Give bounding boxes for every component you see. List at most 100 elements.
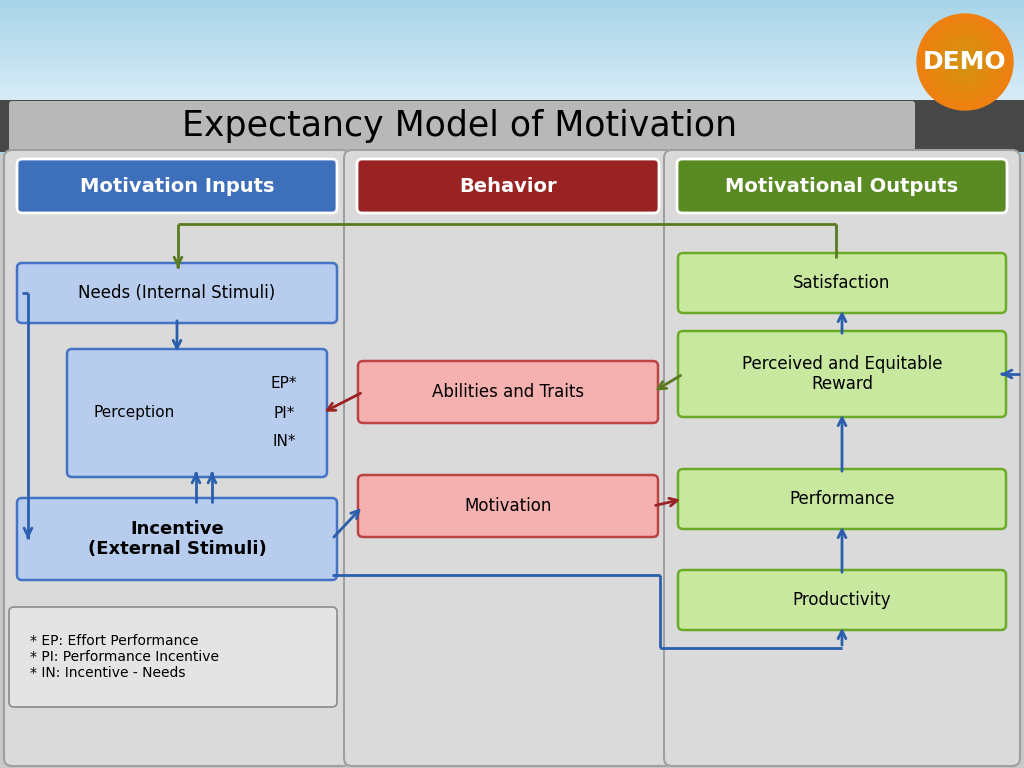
Bar — [0, 48, 1024, 50]
FancyBboxPatch shape — [17, 159, 337, 213]
Circle shape — [944, 41, 986, 83]
Text: Motivation Inputs: Motivation Inputs — [80, 177, 274, 196]
Circle shape — [958, 55, 972, 69]
Circle shape — [919, 16, 1011, 108]
Circle shape — [926, 23, 1004, 101]
Circle shape — [959, 56, 971, 68]
Circle shape — [927, 24, 1002, 100]
Circle shape — [961, 57, 970, 67]
Bar — [0, 58, 1024, 60]
Bar — [0, 76, 1024, 78]
FancyBboxPatch shape — [358, 361, 658, 423]
Bar — [0, 30, 1024, 32]
FancyBboxPatch shape — [678, 253, 1006, 313]
Text: Perceived and Equitable
Reward: Perceived and Equitable Reward — [741, 355, 942, 393]
Circle shape — [961, 58, 969, 66]
Circle shape — [942, 39, 988, 85]
Bar — [0, 154, 1024, 768]
FancyBboxPatch shape — [4, 150, 350, 766]
Bar — [0, 74, 1024, 76]
Circle shape — [964, 61, 966, 63]
Text: Expectancy Model of Motivation: Expectancy Model of Motivation — [182, 109, 737, 143]
Circle shape — [925, 22, 1005, 102]
Circle shape — [963, 60, 967, 64]
FancyBboxPatch shape — [358, 475, 658, 537]
Circle shape — [950, 47, 980, 77]
Circle shape — [922, 19, 1008, 105]
Bar — [0, 60, 1024, 62]
Circle shape — [948, 45, 982, 79]
Circle shape — [951, 48, 979, 76]
Bar — [0, 80, 1024, 82]
Bar — [0, 38, 1024, 40]
Circle shape — [941, 38, 989, 86]
Bar — [0, 14, 1024, 16]
Circle shape — [933, 30, 997, 94]
Bar — [0, 22, 1024, 24]
Circle shape — [955, 52, 975, 72]
Bar — [0, 86, 1024, 88]
Bar — [0, 98, 1024, 100]
Text: Incentive
(External Stimuli): Incentive (External Stimuli) — [88, 520, 266, 558]
Text: Satisfaction: Satisfaction — [794, 274, 891, 292]
Bar — [0, 82, 1024, 84]
Bar — [0, 88, 1024, 90]
Bar — [0, 54, 1024, 56]
Bar — [0, 28, 1024, 30]
Text: Performance: Performance — [790, 490, 895, 508]
Circle shape — [938, 35, 992, 89]
Bar — [0, 12, 1024, 14]
Circle shape — [936, 33, 994, 91]
Bar — [0, 94, 1024, 96]
Text: Perception: Perception — [93, 406, 175, 421]
Circle shape — [931, 28, 999, 96]
Bar — [0, 92, 1024, 94]
Bar — [0, 100, 1024, 152]
Circle shape — [949, 46, 981, 78]
Bar — [0, 10, 1024, 12]
Bar — [0, 26, 1024, 28]
Bar — [0, 72, 1024, 74]
Circle shape — [945, 42, 985, 82]
Circle shape — [932, 29, 998, 95]
FancyBboxPatch shape — [17, 498, 337, 580]
Text: Motivational Outputs: Motivational Outputs — [725, 177, 958, 196]
Bar — [0, 6, 1024, 8]
Bar — [0, 46, 1024, 48]
Circle shape — [930, 27, 1000, 97]
Text: Behavior: Behavior — [459, 177, 557, 196]
Text: PI*: PI* — [273, 406, 295, 421]
Bar — [0, 24, 1024, 26]
Bar — [0, 8, 1024, 10]
Bar — [0, 44, 1024, 46]
Bar — [0, 16, 1024, 18]
Text: IN*: IN* — [272, 435, 296, 449]
Circle shape — [957, 54, 973, 70]
Circle shape — [956, 53, 974, 71]
FancyBboxPatch shape — [678, 469, 1006, 529]
Circle shape — [924, 21, 1006, 103]
FancyBboxPatch shape — [9, 607, 337, 707]
Circle shape — [953, 50, 977, 74]
Text: * EP: Effort Performance
* PI: Performance Incentive
* IN: Incentive - Needs: * EP: Effort Performance * PI: Performan… — [30, 634, 219, 680]
Bar — [0, 36, 1024, 38]
Bar — [0, 84, 1024, 86]
Text: DEMO: DEMO — [924, 50, 1007, 74]
Bar — [0, 4, 1024, 6]
Circle shape — [937, 34, 993, 90]
FancyBboxPatch shape — [678, 331, 1006, 417]
FancyBboxPatch shape — [357, 159, 659, 213]
Circle shape — [929, 26, 1001, 98]
Bar — [0, 34, 1024, 36]
Bar — [0, 50, 1024, 52]
Circle shape — [928, 25, 1002, 99]
Bar — [0, 52, 1024, 54]
Circle shape — [921, 18, 1009, 106]
Text: EP*: EP* — [270, 376, 297, 392]
Bar — [0, 40, 1024, 42]
FancyBboxPatch shape — [9, 101, 915, 151]
FancyBboxPatch shape — [17, 263, 337, 323]
Circle shape — [940, 37, 990, 87]
Circle shape — [962, 59, 968, 65]
Circle shape — [934, 31, 996, 93]
